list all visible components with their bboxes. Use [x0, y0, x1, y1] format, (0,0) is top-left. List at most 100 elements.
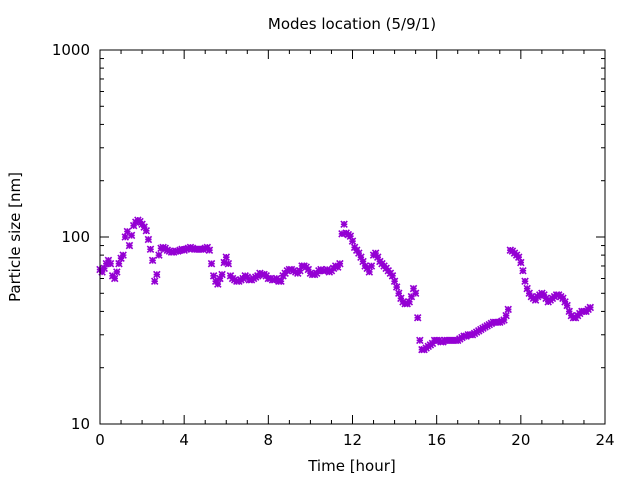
data-point [413, 313, 422, 322]
chart-title: Modes location (5/9/1) [268, 15, 436, 33]
data-point [561, 298, 569, 306]
data-point [392, 283, 401, 291]
data-point [338, 230, 346, 238]
data-point [521, 277, 529, 286]
y-tick-label: 100 [61, 228, 90, 246]
x-tick-label: 12 [343, 431, 362, 449]
data-point [209, 272, 218, 280]
data-points [96, 216, 595, 354]
data-point [363, 264, 371, 273]
data-point [407, 292, 416, 301]
data-point [201, 244, 209, 253]
data-point [169, 248, 178, 256]
data-point [348, 237, 357, 245]
data-point [106, 259, 115, 268]
data-point [565, 307, 573, 316]
data-point [416, 336, 424, 345]
x-axis-label: Time [hour] [307, 457, 396, 475]
data-point [540, 291, 548, 299]
data-point [224, 259, 233, 268]
data-point [409, 284, 418, 293]
data-point [176, 246, 184, 254]
data-point [180, 246, 188, 254]
data-point [178, 245, 186, 254]
data-point [121, 233, 130, 241]
x-tick-label: 8 [264, 431, 274, 449]
data-point [216, 274, 224, 283]
data-point [514, 253, 523, 261]
data-point [500, 316, 508, 324]
data-point [100, 264, 108, 273]
data-point [144, 235, 153, 244]
data-point [542, 294, 550, 303]
data-point [155, 251, 163, 259]
data-point [517, 258, 525, 267]
data-point [506, 246, 515, 254]
data-point [523, 284, 531, 293]
data-point [113, 268, 121, 276]
data-point [184, 244, 193, 253]
data-point [359, 257, 367, 266]
data-point [129, 221, 138, 230]
data-point [98, 268, 106, 276]
y-axis-label: Particle size [nm] [6, 172, 24, 302]
x-tick-label: 16 [427, 431, 446, 449]
data-point [373, 253, 382, 261]
data-point [346, 232, 355, 240]
data-point [104, 256, 113, 265]
data-point [355, 249, 363, 257]
data-point [411, 289, 420, 298]
data-point [336, 259, 344, 268]
data-point [148, 256, 157, 265]
x-tick-label: 24 [595, 431, 614, 449]
data-point [388, 272, 397, 280]
data-point [559, 294, 567, 303]
data-point [119, 251, 127, 259]
data-point [504, 305, 512, 314]
data-point [207, 259, 216, 268]
data-point [277, 277, 285, 286]
data-point [563, 301, 571, 310]
x-tick-label: 0 [95, 431, 105, 449]
data-point [205, 246, 214, 254]
data-point [222, 253, 231, 261]
data-point [405, 298, 414, 306]
data-point [150, 277, 159, 286]
data-point [165, 247, 174, 255]
data-point [163, 246, 172, 254]
data-point [199, 245, 207, 254]
data-point [340, 220, 348, 229]
data-point [125, 241, 134, 250]
data-point [146, 245, 155, 254]
y-tick-label: 1000 [52, 41, 90, 59]
data-point [519, 266, 527, 275]
data-point [502, 311, 510, 320]
data-point [220, 258, 228, 267]
data-point [357, 253, 365, 261]
data-point [296, 266, 304, 275]
axis-ticks: 0 4 8 12 16 20 24 10 100 1000 [52, 41, 615, 449]
data-point [390, 277, 399, 286]
x-tick-label: 4 [179, 431, 189, 449]
data-point [123, 227, 132, 236]
data-point [586, 303, 595, 312]
data-point [188, 244, 197, 253]
data-point [140, 223, 148, 231]
data-point [395, 289, 403, 298]
data-point [186, 243, 195, 252]
data-point [214, 280, 222, 288]
y-tick-label: 10 [71, 415, 90, 433]
data-point [531, 296, 540, 304]
data-point [174, 247, 182, 255]
data-point [525, 289, 534, 298]
data-point [159, 243, 167, 252]
data-point [127, 231, 136, 240]
data-point [157, 244, 165, 253]
data-point [115, 259, 123, 268]
data-point [153, 270, 161, 279]
data-point [367, 262, 376, 270]
data-point [182, 245, 191, 254]
data-point [218, 270, 226, 279]
data-point [102, 259, 111, 268]
